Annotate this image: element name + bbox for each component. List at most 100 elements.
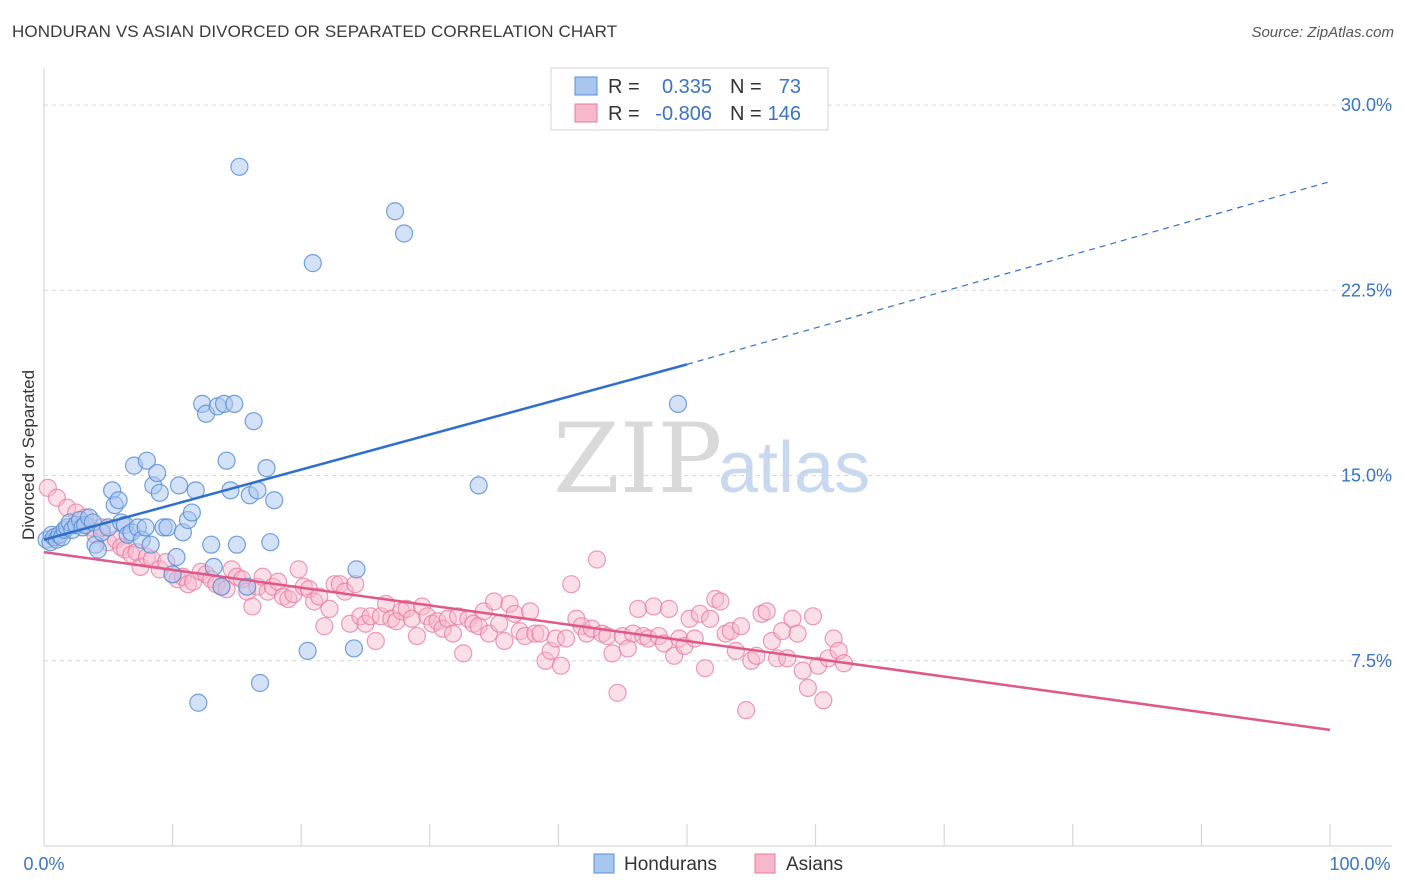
asian-point [557, 629, 576, 648]
asian-point [711, 592, 730, 611]
asian-point [690, 604, 709, 623]
asian-point [731, 617, 751, 636]
honduran-points [37, 157, 688, 712]
watermark: ZIP atlas [553, 403, 870, 515]
asian-point [510, 622, 529, 641]
asian-trendline [43, 550, 1331, 732]
honduran-point [303, 254, 322, 273]
honduran-point [298, 641, 317, 660]
legend-honduran-swatch [574, 76, 598, 96]
asian-point [243, 597, 262, 616]
asian-point [742, 651, 761, 670]
honduran-point [394, 224, 414, 243]
asian-point [659, 599, 679, 618]
asian-point [603, 644, 622, 663]
legend-honduran-n-value: 73 [779, 76, 801, 98]
asian-point [562, 575, 581, 594]
honduran-point [204, 557, 223, 577]
legend-honduran-r-value: 0.335 [662, 76, 712, 98]
x-ticks [43, 824, 1331, 846]
honduran-point [227, 535, 246, 554]
source-credit: Source: ZipAtlas.com [1251, 24, 1394, 41]
asian-point [577, 624, 596, 643]
y-tick-label: 15.0% [1341, 466, 1392, 486]
honduran-trendline [43, 363, 688, 541]
honduran-point [347, 560, 366, 579]
asian-point [433, 619, 452, 638]
honduran-point [136, 518, 155, 537]
bottom-legend-asian-swatch [754, 853, 776, 874]
honduran-point [148, 463, 167, 483]
y-tick-label: 22.5% [1341, 280, 1392, 300]
asian-point [443, 624, 463, 643]
asian-point [644, 597, 663, 616]
honduran-point [189, 693, 208, 712]
trendlines [43, 181, 1331, 732]
honduran-point [137, 451, 156, 470]
asian-point [402, 609, 421, 628]
asian-points [38, 478, 853, 720]
legend-honduran-r-label: R = [608, 76, 640, 98]
asian-point [788, 624, 807, 643]
asian-point [809, 656, 828, 675]
honduran-point [141, 535, 160, 554]
asian-point [279, 589, 298, 609]
legend-asian-n-value: 146 [768, 103, 801, 125]
asian-point [773, 622, 792, 641]
asian-point [546, 629, 565, 648]
axes [43, 68, 1392, 847]
y-tick-label: 7.5% [1351, 651, 1392, 671]
asian-point [304, 592, 324, 611]
chart-title: HONDURAN VS ASIAN DIVORCED OR SEPARATED … [12, 22, 618, 41]
asian-point [320, 599, 339, 618]
asian-point [726, 641, 745, 660]
honduran-point [217, 451, 236, 470]
honduran-point [169, 476, 189, 495]
asian-point [803, 607, 823, 626]
asian-point [361, 607, 380, 626]
honduran-trendline-extension [686, 181, 1331, 365]
legend-box: R = 0.335 N = 73 R = -0.806 N = 146 [550, 67, 829, 131]
bottom-legend-honduran-label: Hondurans [624, 854, 717, 875]
asian-point [629, 599, 648, 618]
asian-point [495, 631, 514, 651]
honduran-point [668, 394, 688, 413]
asian-point [315, 617, 334, 636]
legend-asian-n-label: N = [730, 103, 762, 125]
asian-point [701, 609, 720, 628]
honduran-point [158, 518, 177, 537]
asian-point [798, 678, 817, 698]
asian-point [505, 604, 524, 623]
asian-point [387, 612, 406, 631]
asian-point [814, 691, 833, 710]
asian-point [608, 683, 627, 702]
honduran-point [150, 483, 169, 502]
honduran-point [202, 535, 221, 554]
asian-point [737, 701, 756, 720]
asian-point [680, 609, 699, 628]
legend-honduran-n-label: N = [730, 76, 762, 98]
y-axis-title: Divorced or Separated [19, 370, 38, 540]
asian-point [490, 614, 509, 633]
asian-point [397, 599, 416, 618]
honduran-point [182, 503, 201, 522]
asian-point [485, 592, 504, 611]
honduran-point [230, 157, 249, 176]
honduran-point [265, 491, 284, 510]
asian-point [685, 629, 704, 648]
asian-point [310, 587, 329, 606]
honduran-point [238, 577, 257, 596]
honduran-point [244, 412, 263, 431]
asian-point [793, 661, 812, 680]
asian-point [757, 602, 776, 621]
bottom-legend-asian-label: Asians [786, 854, 843, 875]
x-tick-label-min: 0.0% [23, 854, 64, 874]
asian-point [500, 594, 519, 614]
asian-point [454, 644, 473, 663]
asian-point [551, 656, 571, 675]
asian-point [695, 659, 715, 678]
asian-point [38, 478, 57, 497]
bottom-legend: Hondurans Asians [593, 853, 843, 875]
asian-point [721, 622, 740, 641]
